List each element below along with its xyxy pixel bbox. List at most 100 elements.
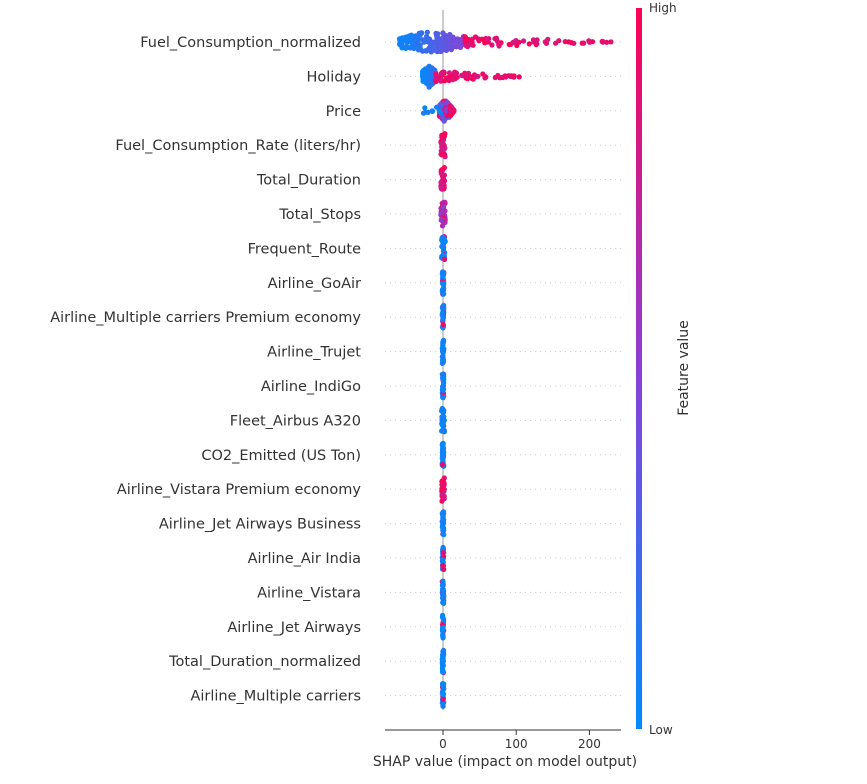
shap-point [397, 36, 403, 42]
feature-label: Total_Duration [256, 173, 361, 189]
shap-point [439, 656, 445, 662]
shap-point [440, 321, 446, 328]
shap-point [440, 550, 446, 556]
shap-point [440, 274, 446, 280]
shap-point [439, 217, 445, 223]
shap-point [463, 43, 469, 49]
shap-point [513, 38, 519, 44]
shap-point [506, 41, 512, 48]
shap-point [434, 104, 440, 110]
shap-point [439, 223, 446, 229]
shap-point [456, 42, 462, 48]
shap-point [521, 38, 527, 44]
shap-point [475, 73, 481, 79]
colorbar-high-label: High [649, 1, 677, 15]
shap-point [440, 696, 446, 703]
shap-point [440, 314, 447, 320]
feature-label: Fleet_Airbus A320 [230, 413, 361, 429]
shap-point [440, 287, 446, 294]
shap-point [469, 39, 475, 45]
shap-point [439, 455, 445, 461]
x-axis-ticks: 0 100 200 [439, 730, 601, 751]
shap-point [496, 42, 502, 48]
shap-point [441, 595, 447, 601]
shap-point [463, 73, 469, 80]
shap-point [499, 74, 505, 80]
shap-point [442, 208, 448, 214]
x-tick-label: 0 [439, 737, 447, 751]
shap-point [440, 625, 446, 631]
shap-point [459, 72, 465, 78]
shap-point [439, 449, 445, 455]
feature-label: Airline_IndiGo [261, 379, 361, 395]
shap-point [440, 510, 446, 516]
feature-label: Airline_Trujet [267, 345, 361, 361]
shap-point [421, 76, 427, 82]
feature-label: Airline_Vistara [257, 585, 361, 601]
shap-point [440, 151, 446, 158]
shap-point [581, 40, 587, 46]
x-tick-label: 200 [578, 737, 601, 751]
shap-point [440, 269, 446, 276]
feature-label: Frequent_Route [248, 241, 361, 257]
shap-point [440, 374, 446, 381]
feature-label: Holiday [306, 69, 361, 85]
shap-point [434, 31, 440, 37]
shap-point [452, 69, 458, 75]
shap-point [441, 588, 447, 594]
feature-label: Fuel_Consumption_Rate (liters/hr) [115, 138, 361, 154]
feature-label: Airline_GoAir [268, 276, 361, 292]
shap-point [440, 304, 446, 310]
shap-point [511, 73, 517, 79]
shap-point [399, 41, 405, 47]
feature-label: Airline_Multiple carriers [190, 689, 361, 705]
shap-point [440, 167, 446, 173]
shap-point [440, 684, 446, 690]
shap-point [453, 75, 459, 81]
shap-point [440, 632, 446, 638]
x-axis-title: SHAP value (impact on model output) [373, 754, 637, 770]
shap-point [526, 41, 532, 47]
shap-point [418, 30, 424, 36]
shap-point [571, 40, 577, 46]
shap-point [462, 34, 468, 40]
shap-point [420, 110, 427, 116]
shap-point [439, 414, 445, 420]
shap-point [441, 143, 447, 149]
beeswarm-points [396, 29, 614, 710]
shap-point [441, 532, 447, 538]
shap-point [439, 407, 445, 413]
shap-point [533, 42, 539, 48]
shap-point [439, 354, 445, 360]
feature-label: Airline_Air India [248, 551, 361, 567]
feature-label: Airline_Vistara Premium economy [117, 482, 362, 498]
shap-point [439, 614, 446, 620]
shap-point [413, 44, 419, 50]
shap-point [423, 38, 429, 45]
shap-point [492, 74, 498, 81]
shap-point [439, 665, 445, 671]
shap-point [441, 566, 447, 573]
shap-point [422, 105, 428, 111]
shap-point [553, 40, 559, 46]
shap-point [439, 442, 445, 448]
shap-point [431, 47, 437, 53]
shap-point [441, 244, 447, 250]
shap-point [543, 40, 550, 46]
shap-point [440, 478, 446, 484]
shap-point [440, 394, 446, 400]
shap-point [417, 45, 423, 52]
shap-point [439, 486, 445, 492]
feature-label: Airline_Jet Airways [227, 620, 361, 636]
shap-point [441, 172, 448, 178]
shap-point [425, 109, 431, 115]
feature-label: Price [326, 104, 361, 120]
shap-point [440, 703, 446, 710]
shap-point [429, 108, 436, 114]
shap-point [442, 78, 448, 84]
feature-label: Fuel_Consumption_normalized [140, 35, 361, 51]
shap-point [427, 43, 434, 49]
shap-point [440, 234, 446, 240]
shap-point [450, 108, 456, 114]
colorbar [636, 8, 642, 729]
